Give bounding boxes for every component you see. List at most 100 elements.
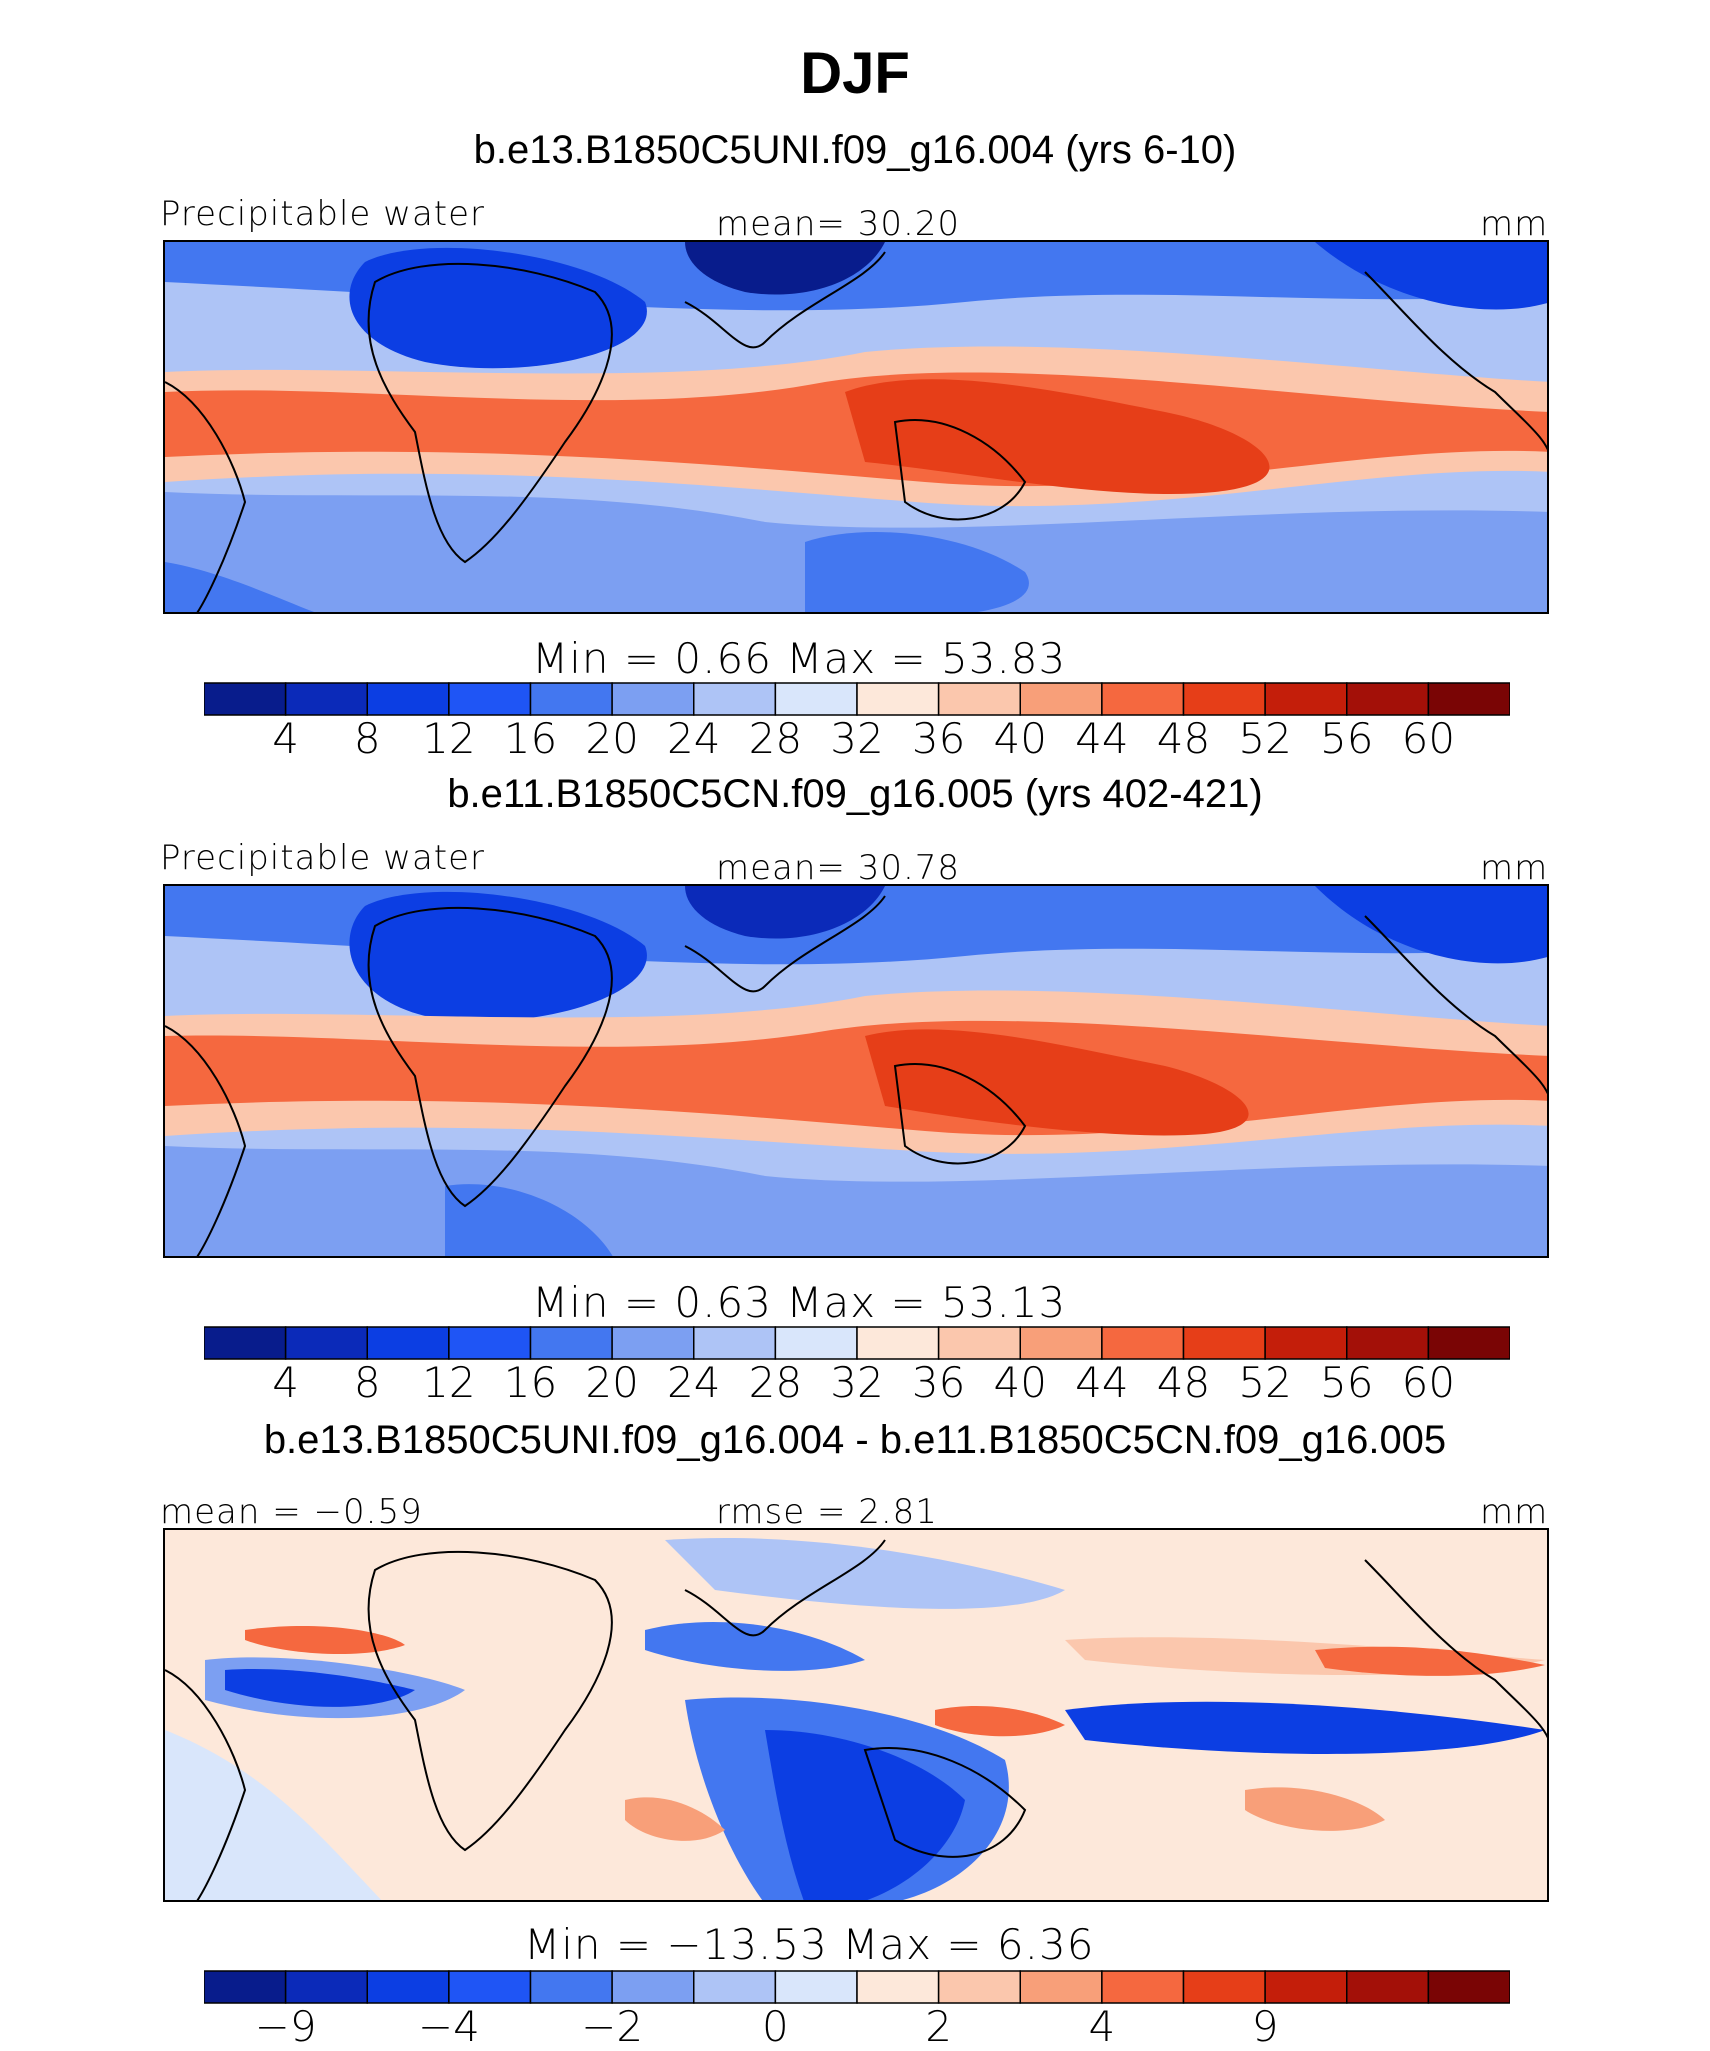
panel-1-colorbar-box <box>774 682 858 716</box>
panel-1-colorbar-box <box>529 682 613 716</box>
panel-2-colorbar-tick: 24 <box>667 1358 721 1407</box>
panel-2-title: b.e11.B1850C5CN.f09_g16.005 (yrs 402-421… <box>447 772 1263 816</box>
panel-2-colorbar-tick: 52 <box>1238 1358 1292 1407</box>
panel-2-colorbar-tick: 60 <box>1401 1358 1456 1407</box>
panel-1-colorbar-box <box>1101 682 1185 716</box>
panel-2-colorbar-tick: 28 <box>748 1358 803 1407</box>
panel-2-colorbar-box <box>1346 1326 1430 1360</box>
panel-1-map <box>163 240 1549 614</box>
panel-3-colorbar-tick: 4 <box>1088 2002 1116 2051</box>
panel-3-colorbar-box <box>937 1970 1022 2004</box>
panel-3-colorbar-box <box>1101 1970 1185 2004</box>
panel-3-colorbar-box <box>856 1970 940 2004</box>
panel-3-mean-label: mean = −0.59 <box>160 1492 423 1532</box>
panel-3-colorbar-box <box>366 1970 450 2004</box>
panel-1-colorbar-box <box>448 682 532 716</box>
panel-1-colorbar-tick: 20 <box>585 714 639 763</box>
panel-2-colorbar-box <box>1182 1326 1266 1360</box>
panel-3-units-label: mm <box>1480 1492 1549 1532</box>
panel-2-colorbar-tick: 16 <box>503 1358 558 1407</box>
panel-2-colorbar-tick: 12 <box>422 1358 476 1407</box>
panel-2-colorbar-tick: 36 <box>911 1358 966 1407</box>
panel-2-colorbar-box <box>1427 1326 1510 1360</box>
panel-2-colorbar-box <box>1019 1326 1103 1360</box>
panel-2-colorbar-box <box>693 1326 777 1360</box>
panel-1-colorbar-tick: 24 <box>667 714 721 763</box>
panel-3-colorbar <box>204 1970 1510 2004</box>
panel-2-colorbar-box <box>284 1326 369 1360</box>
panel-1-colorbar-tick: 36 <box>911 714 966 763</box>
panel-3-min-max: Min = −13.53 Max = 6.36 <box>524 1920 1095 1969</box>
panel-1-colorbar-tick: 60 <box>1401 714 1456 763</box>
panel-2-min-max: Min = 0.63 Max = 53.13 <box>532 1278 1067 1327</box>
panel-2-colorbar-tick: 20 <box>585 1358 639 1407</box>
panel-1-colorbar-tick: 16 <box>503 714 558 763</box>
panel-2-colorbar-box <box>448 1326 532 1360</box>
panel-2-mean-label: mean= 30.78 <box>716 848 961 888</box>
panel-1-colorbar-box <box>1346 682 1430 716</box>
panel-1-colorbar-box <box>284 682 369 716</box>
panel-1-colorbar-box <box>1182 682 1266 716</box>
panel-1-colorbar-tick: 48 <box>1156 714 1211 763</box>
panel-1-min-max: Min = 0.66 Max = 53.83 <box>532 634 1067 683</box>
panel-1-colorbar-svg <box>204 682 1510 716</box>
panel-1-title: b.e13.B1850C5UNI.f09_g16.004 (yrs 6-10) <box>473 128 1237 172</box>
panel-3-colorbar-box <box>774 1970 858 2004</box>
panel-1-colorbar-box <box>1427 682 1510 716</box>
panel-3-colorbar-box <box>204 1970 287 2004</box>
panel-1-colorbar-tick: 52 <box>1238 714 1292 763</box>
panel-2-colorbar-tick: 32 <box>830 1358 884 1407</box>
panel-2-colorbar-box <box>856 1326 940 1360</box>
panel-3-colorbar-tick: −2 <box>581 2002 644 2051</box>
panel-3-colorbar-box <box>611 1970 695 2004</box>
panel-2-colorbar-box <box>366 1326 450 1360</box>
panel-3-colorbar-box <box>693 1970 777 2004</box>
panel-3-colorbar-box <box>1264 1970 1348 2004</box>
panel-3-map <box>163 1528 1549 1902</box>
panel-1-colorbar-tick: 12 <box>422 714 476 763</box>
panel-2-colorbar-tick: 8 <box>353 1358 381 1407</box>
panel-2-colorbar-box <box>611 1326 695 1360</box>
panel-2-colorbar-tick: 56 <box>1320 1358 1374 1407</box>
panel-2-variable-label: Precipitable water <box>160 838 486 878</box>
panel-1-colorbar <box>204 682 1510 716</box>
panel-1-colorbar-tick: 32 <box>830 714 884 763</box>
figure-title: DJF <box>800 41 910 106</box>
panel-3-colorbar-tick: −9 <box>254 2002 317 2051</box>
panel-3-colorbar-box <box>448 1970 532 2004</box>
panel-1-colorbar-box <box>856 682 940 716</box>
panel-3-rmse-label: rmse = 2.81 <box>716 1492 938 1532</box>
panel-1-colorbar-box <box>1019 682 1103 716</box>
panel-2-colorbar-tick: 48 <box>1156 1358 1211 1407</box>
panel-2-colorbar-tick: 44 <box>1075 1358 1129 1407</box>
panel-1-colorbar-tick: 4 <box>272 714 299 763</box>
panel-1-colorbar-box <box>937 682 1022 716</box>
panel-2-colorbar-tick: 4 <box>272 1358 299 1407</box>
panel-3-colorbar-tick: 2 <box>925 2002 952 2051</box>
panel-2-colorbar-box <box>774 1326 858 1360</box>
panel-3-map-svg <box>165 1530 1547 1900</box>
panel-1-colorbar-box <box>611 682 695 716</box>
panel-1-units-label: mm <box>1480 204 1549 244</box>
panel-2-colorbar-box <box>1101 1326 1185 1360</box>
panel-2-map-svg <box>165 886 1547 1256</box>
panel-1-variable-label: Precipitable water <box>160 194 486 234</box>
panel-3-colorbar-tick: 0 <box>762 2002 789 2051</box>
panel-2-units-label: mm <box>1480 848 1549 888</box>
panel-3-colorbar-svg <box>204 1970 1510 2004</box>
panel-3-colorbar-box <box>1346 1970 1430 2004</box>
panel-2-colorbar-box <box>937 1326 1022 1360</box>
panel-3-title: b.e13.B1850C5UNI.f09_g16.004 - b.e11.B18… <box>263 1418 1447 1462</box>
panel-1-colorbar-tick: 28 <box>748 714 803 763</box>
panel-1-colorbar-tick: 56 <box>1320 714 1374 763</box>
panel-2-colorbar-tick: 40 <box>993 1358 1047 1407</box>
panel-2-map <box>163 884 1549 1258</box>
panel-1-mean-label: mean= 30.20 <box>716 204 961 244</box>
panel-1-colorbar-box <box>693 682 777 716</box>
panel-1-colorbar-box <box>366 682 450 716</box>
panel-1-colorbar-tick: 8 <box>353 714 381 763</box>
panel-1-colorbar-tick: 40 <box>993 714 1047 763</box>
panel-3-colorbar-box <box>1427 1970 1510 2004</box>
panel-3-colorbar-box <box>284 1970 369 2004</box>
panel-2-colorbar-box <box>1264 1326 1348 1360</box>
